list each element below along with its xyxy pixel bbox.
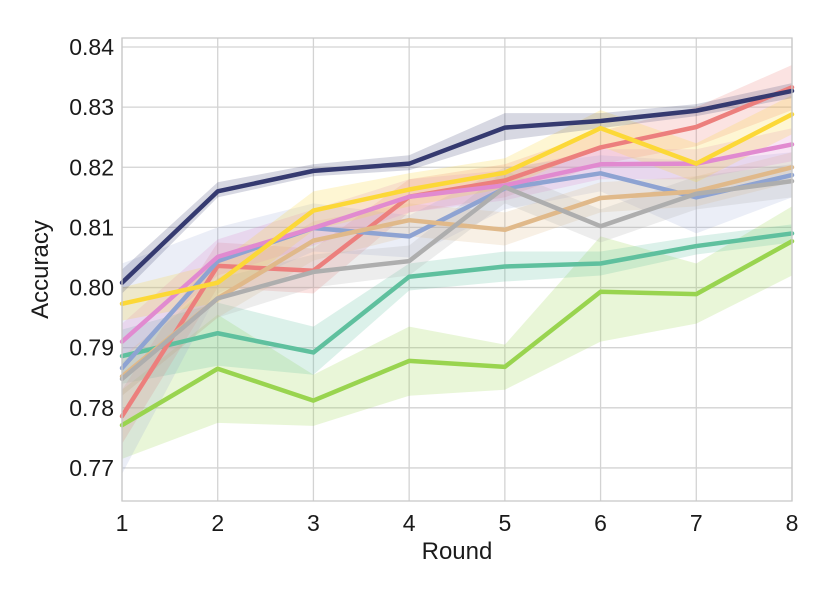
series-line-6	[119, 142, 795, 344]
x-tick-label: 4	[403, 510, 416, 536]
x-tick-labels: 1 2 3 4 5 6 7 8	[116, 510, 799, 536]
x-tick-label: 3	[307, 510, 320, 536]
y-axis-label: Accuracy	[27, 220, 54, 319]
x-tick-label: 7	[690, 510, 703, 536]
y-tick-label: 0.84	[69, 34, 114, 60]
x-tick-label: 1	[116, 510, 129, 536]
confidence-band-8	[122, 95, 792, 321]
series-lines	[119, 85, 795, 428]
y-tick-label: 0.81	[69, 214, 114, 240]
series-line-1	[119, 238, 795, 428]
y-tick-label: 0.77	[69, 455, 114, 481]
series-line-9	[119, 88, 795, 285]
confidence-band-1	[122, 206, 792, 459]
series-line-3	[119, 85, 795, 419]
confidence-band-7	[122, 164, 792, 396]
x-tick-label: 6	[594, 510, 607, 536]
y-tick-labels: 0.77 0.78 0.79 0.80 0.81 0.82 0.83 0.84	[69, 34, 114, 481]
x-axis-label: Round	[422, 538, 493, 565]
x-tick-label: 5	[498, 510, 511, 536]
x-tick-label: 2	[211, 510, 224, 536]
y-tick-label: 0.82	[69, 154, 114, 180]
y-tick-label: 0.79	[69, 335, 114, 361]
x-tick-label: 8	[786, 510, 799, 536]
series-line-7	[119, 178, 795, 382]
series-line-8	[119, 112, 795, 307]
y-tick-label: 0.80	[69, 275, 114, 301]
confidence-band-2	[122, 224, 792, 384]
y-tick-label: 0.78	[69, 395, 114, 421]
series-line-2	[119, 231, 795, 359]
plot-frame	[121, 37, 793, 502]
confidence-band-4	[122, 152, 792, 474]
y-tick-label: 0.83	[69, 94, 114, 120]
